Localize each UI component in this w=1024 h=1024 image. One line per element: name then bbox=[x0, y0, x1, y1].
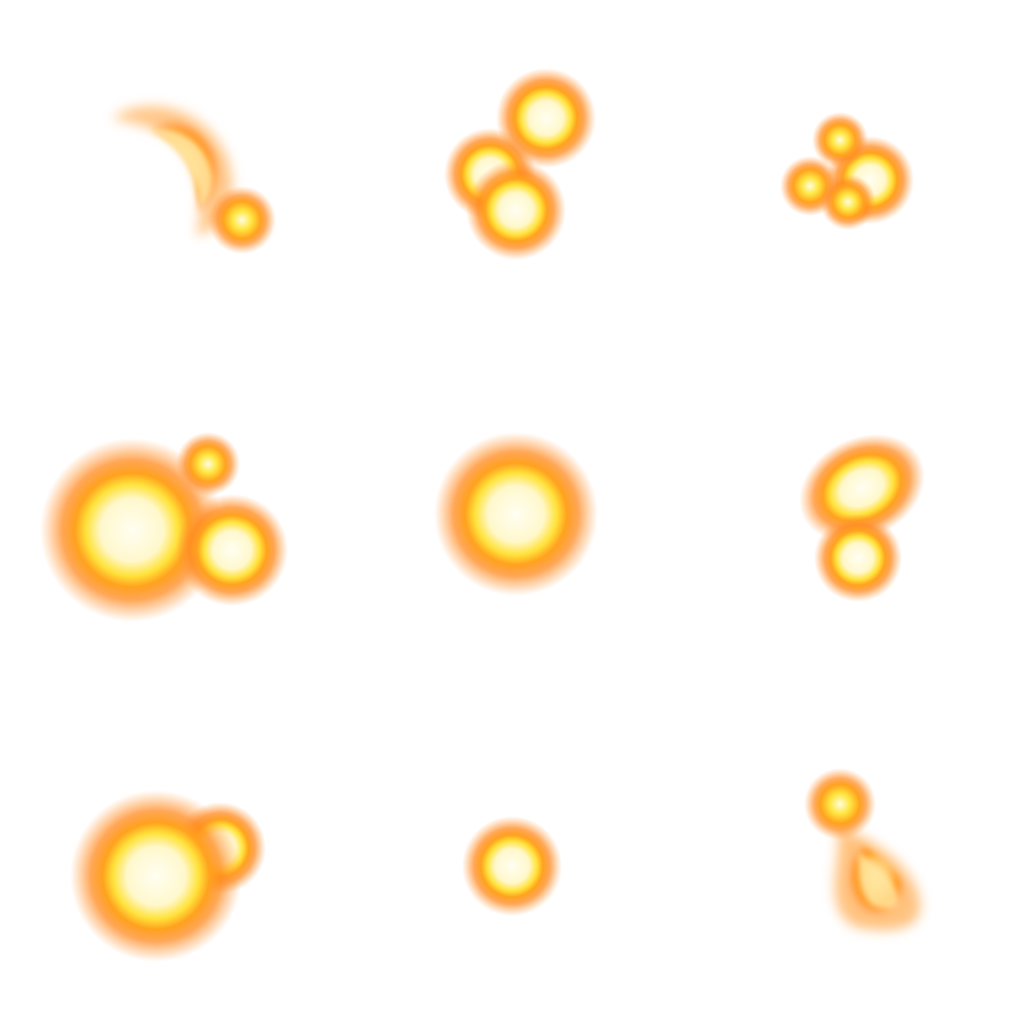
frame-4 bbox=[40, 432, 288, 622]
frame-8 bbox=[462, 816, 562, 916]
frame-7 bbox=[70, 790, 266, 962]
frame-9 bbox=[804, 768, 921, 931]
frame-5 bbox=[434, 432, 598, 596]
frame-2 bbox=[444, 68, 596, 260]
frame-3 bbox=[780, 112, 914, 230]
frame-6 bbox=[799, 434, 925, 602]
frame-1 bbox=[112, 106, 276, 254]
